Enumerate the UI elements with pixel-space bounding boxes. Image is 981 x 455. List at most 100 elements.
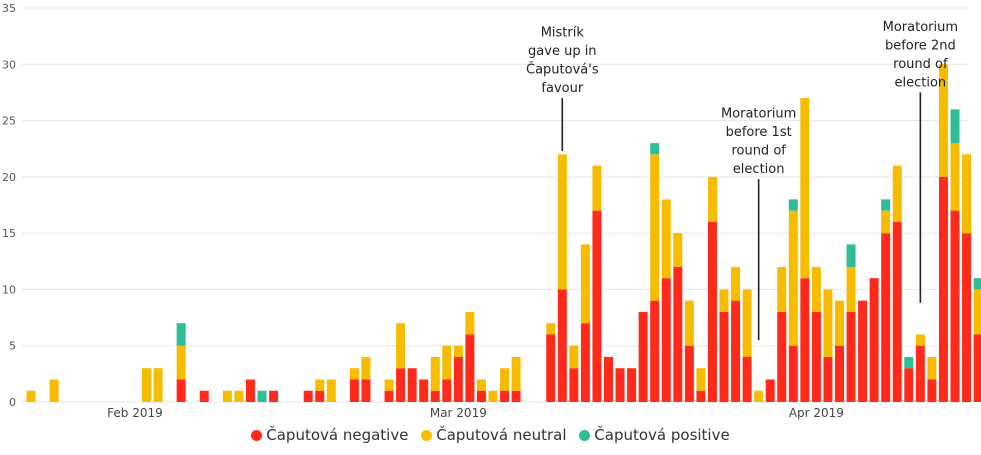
bar-segment-negative[interactable]: [592, 210, 602, 402]
bar-segment-neutral[interactable]: [500, 368, 510, 391]
bar-segment-negative[interactable]: [835, 345, 844, 402]
bar-segment-neutral[interactable]: [811, 266, 821, 312]
bar-segment-negative[interactable]: [661, 278, 671, 402]
bar-segment-negative[interactable]: [811, 311, 821, 402]
bar-segment-negative[interactable]: [176, 379, 186, 402]
bar-segment-negative[interactable]: [245, 379, 255, 402]
bar-segment-neutral[interactable]: [465, 311, 475, 335]
bar-segment-negative[interactable]: [881, 233, 891, 402]
bar-segment-negative[interactable]: [823, 356, 833, 402]
bar-segment-neutral[interactable]: [546, 323, 556, 335]
bar-segment-positive[interactable]: [904, 356, 914, 369]
bar-segment-negative[interactable]: [557, 289, 567, 402]
bar-segment-neutral[interactable]: [384, 379, 394, 391]
bar-segment-negative[interactable]: [615, 368, 625, 402]
legend-item-positive[interactable]: Čaputová positive: [579, 426, 730, 444]
bar-segment-negative[interactable]: [419, 379, 429, 402]
bar-segment-positive[interactable]: [257, 390, 267, 402]
bar-segment-negative[interactable]: [915, 345, 925, 402]
bar-segment-negative[interactable]: [361, 379, 371, 402]
bar-segment-neutral[interactable]: [927, 356, 937, 380]
bar-segment-neutral[interactable]: [430, 356, 440, 391]
bar-segment-negative[interactable]: [742, 356, 752, 402]
bar-segment-negative[interactable]: [765, 379, 775, 402]
bar-segment-negative[interactable]: [846, 311, 856, 402]
bar-segment-neutral[interactable]: [788, 210, 798, 346]
bar-segment-negative[interactable]: [303, 390, 313, 402]
bar-segment-positive[interactable]: [881, 199, 891, 211]
bar-segment-negative[interactable]: [604, 356, 613, 402]
bar-segment-neutral[interactable]: [476, 379, 486, 391]
bar-segment-negative[interactable]: [638, 311, 648, 402]
bar-segment-negative[interactable]: [719, 311, 729, 402]
bar-segment-neutral[interactable]: [26, 390, 36, 402]
bar-segment-neutral[interactable]: [592, 165, 602, 211]
bar-segment-negative[interactable]: [511, 390, 521, 402]
bar-segment-negative[interactable]: [777, 311, 787, 402]
bar-segment-neutral[interactable]: [881, 210, 891, 234]
bar-segment-negative[interactable]: [384, 390, 394, 402]
bar-segment-negative[interactable]: [950, 210, 960, 402]
bar-segment-negative[interactable]: [349, 379, 359, 402]
bar-segment-neutral[interactable]: [153, 368, 163, 402]
bar-segment-positive[interactable]: [650, 143, 660, 155]
bar-segment-neutral[interactable]: [938, 64, 948, 177]
bar-segment-neutral[interactable]: [361, 356, 371, 380]
bar-segment-neutral[interactable]: [650, 154, 660, 301]
legend-item-neutral[interactable]: Čaputová neutral: [421, 426, 567, 444]
bar-segment-negative[interactable]: [465, 334, 475, 402]
bar-segment-negative[interactable]: [315, 390, 325, 402]
bar-segment-positive[interactable]: [788, 199, 798, 211]
bar-segment-neutral[interactable]: [835, 300, 844, 346]
bar-segment-positive[interactable]: [846, 244, 856, 267]
bar-segment-neutral[interactable]: [973, 289, 981, 335]
bar-segment-neutral[interactable]: [557, 154, 567, 290]
bar-segment-neutral[interactable]: [719, 289, 729, 312]
bar-segment-positive[interactable]: [973, 278, 981, 290]
bar-segment-negative[interactable]: [269, 390, 279, 402]
bar-segment-neutral[interactable]: [823, 289, 833, 357]
bar-segment-neutral[interactable]: [673, 233, 683, 267]
bar-segment-neutral[interactable]: [326, 379, 336, 402]
bar-segment-negative[interactable]: [788, 345, 798, 402]
bar-segment-neutral[interactable]: [488, 390, 498, 402]
bar-segment-negative[interactable]: [500, 390, 510, 402]
bar-segment-neutral[interactable]: [142, 368, 151, 402]
bar-segment-neutral[interactable]: [569, 345, 579, 369]
bar-segment-neutral[interactable]: [950, 143, 960, 211]
bar-segment-negative[interactable]: [904, 368, 914, 402]
bar-segment-negative[interactable]: [407, 368, 417, 402]
bar-segment-neutral[interactable]: [742, 289, 752, 357]
bar-segment-negative[interactable]: [927, 379, 937, 402]
bar-segment-negative[interactable]: [962, 233, 972, 402]
bar-segment-neutral[interactable]: [892, 165, 902, 222]
bar-segment-neutral[interactable]: [176, 345, 186, 380]
bar-segment-neutral[interactable]: [580, 244, 590, 324]
bar-segment-neutral[interactable]: [846, 266, 856, 312]
bar-segment-negative[interactable]: [476, 390, 486, 402]
bar-segment-negative[interactable]: [199, 390, 209, 402]
bar-segment-negative[interactable]: [627, 368, 637, 402]
bar-segment-neutral[interactable]: [349, 368, 359, 380]
bar-segment-negative[interactable]: [892, 221, 902, 402]
bar-segment-negative[interactable]: [580, 323, 590, 402]
bar-segment-neutral[interactable]: [915, 334, 925, 346]
bar-segment-neutral[interactable]: [962, 154, 972, 234]
bar-segment-neutral[interactable]: [442, 345, 452, 380]
bar-segment-negative[interactable]: [696, 390, 706, 402]
bar-segment-neutral[interactable]: [49, 379, 59, 402]
bar-segment-negative[interactable]: [442, 379, 452, 402]
bar-segment-neutral[interactable]: [777, 266, 787, 312]
bar-segment-negative[interactable]: [396, 368, 406, 402]
bar-segment-neutral[interactable]: [234, 390, 244, 402]
bar-segment-neutral[interactable]: [684, 300, 694, 346]
bar-segment-neutral[interactable]: [754, 390, 764, 402]
bar-segment-neutral[interactable]: [315, 379, 325, 391]
bar-segment-neutral[interactable]: [800, 98, 810, 279]
bar-segment-negative[interactable]: [569, 368, 579, 402]
bar-segment-neutral[interactable]: [696, 368, 706, 391]
bar-segment-positive[interactable]: [176, 323, 186, 346]
bar-segment-negative[interactable]: [858, 300, 868, 402]
bar-segment-negative[interactable]: [800, 278, 810, 402]
bar-segment-negative[interactable]: [453, 356, 463, 402]
